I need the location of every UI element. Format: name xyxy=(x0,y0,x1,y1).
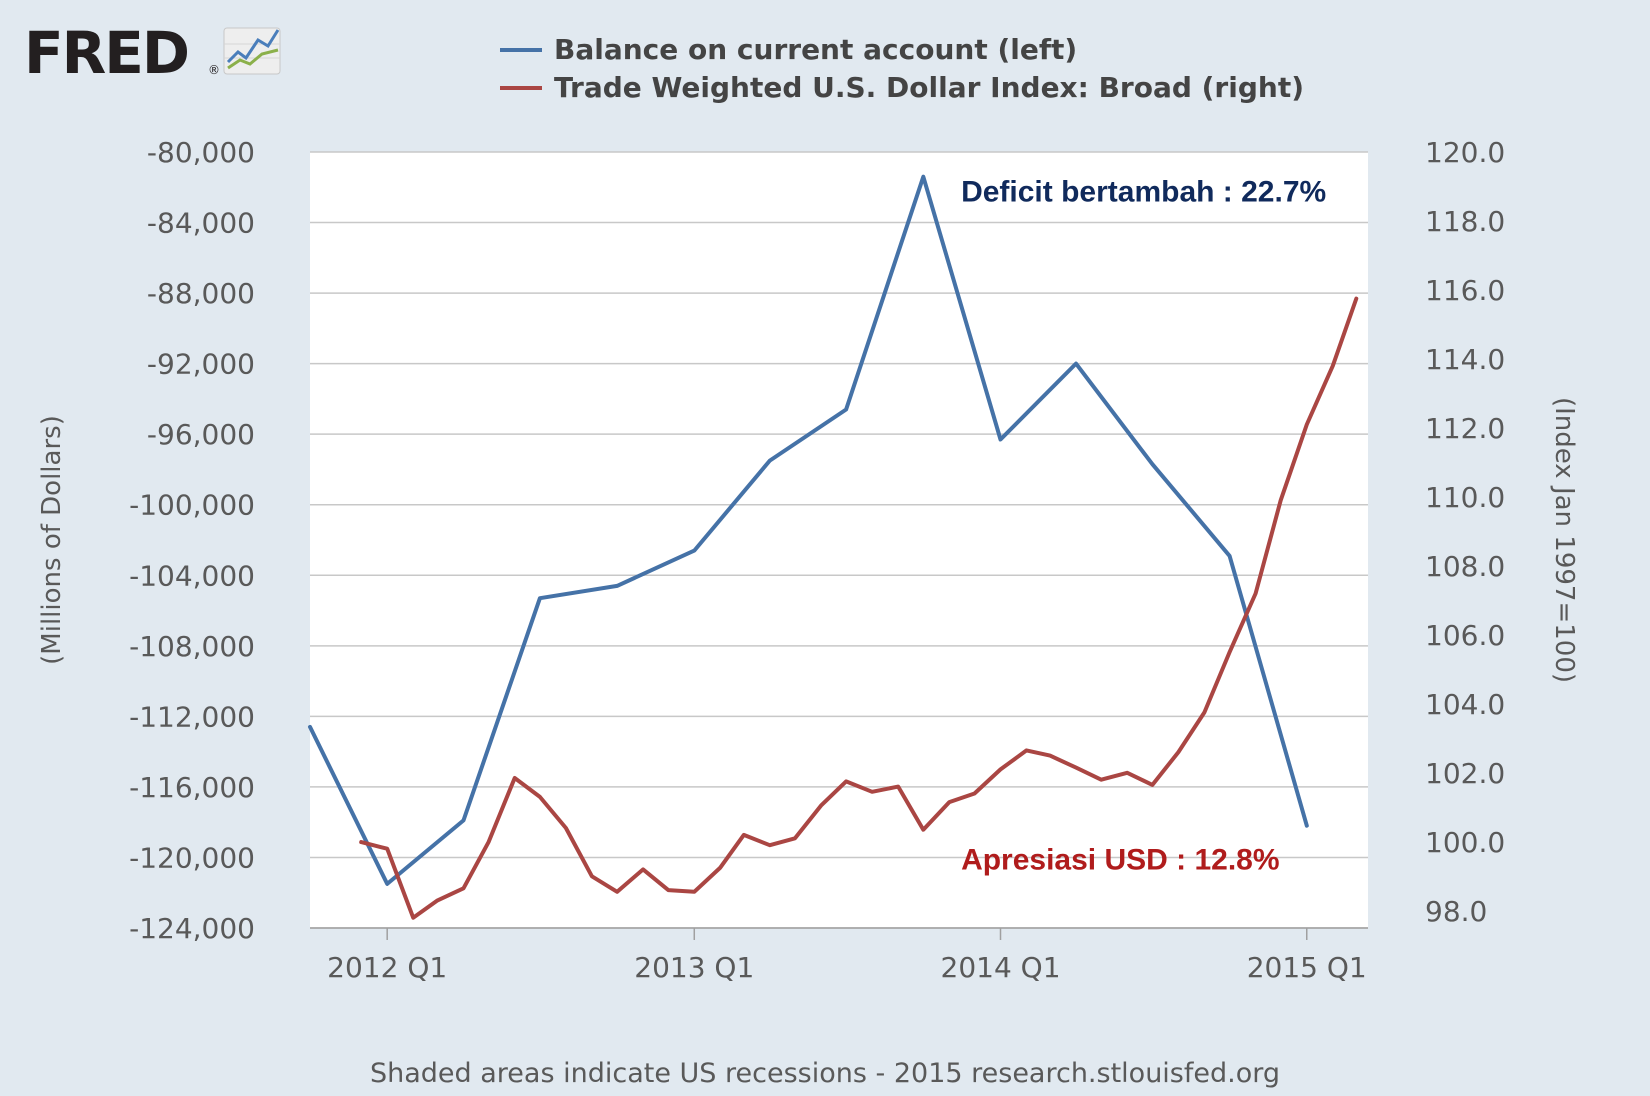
series-lines xyxy=(308,174,1359,920)
y-right-tick-label: 112.0 xyxy=(1425,412,1505,445)
y-right-tick-label: 98.0 xyxy=(1425,895,1487,928)
y-axis-left: -80,000 -84,000 -88,000 -92,000 -96,000 -100,… xyxy=(129,136,255,945)
legend-item-left-series[interactable]: Balance on current account (left) xyxy=(500,33,1077,66)
fred-logo[interactable]: FRED ® xyxy=(24,19,281,87)
annotation-appreciation: Apresiasi USD : 12.8% xyxy=(961,843,1279,876)
series-line-dollar-index[interactable] xyxy=(359,296,1359,920)
y-right-tick-label: 100.0 xyxy=(1425,826,1505,859)
plot-area xyxy=(310,152,1368,928)
y-left-tick-label: -124,000 xyxy=(129,912,255,945)
y-left-tick-label: -88,000 xyxy=(147,277,255,310)
y-left-tick-label: -80,000 xyxy=(147,136,255,169)
y-right-tick-label: 104.0 xyxy=(1425,688,1505,721)
legend: Balance on current account (left) Trade … xyxy=(500,33,1304,104)
y-axis-right-title: (Index Jan 1997=100) xyxy=(1549,397,1579,683)
x-tick-label: 2012 Q1 xyxy=(327,951,447,984)
legend-item-right-series[interactable]: Trade Weighted U.S. Dollar Index: Broad … xyxy=(500,71,1304,104)
y-left-tick-label: -96,000 xyxy=(147,418,255,451)
y-left-tick-label: -100,000 xyxy=(129,489,255,522)
annotation-deficit: Deficit bertambah : 22.7% xyxy=(961,175,1326,208)
series-line-current-account[interactable] xyxy=(308,174,1309,886)
fred-chart-icon xyxy=(223,27,281,75)
y-left-tick-label: -108,000 xyxy=(129,630,255,663)
x-tick-label: 2015 Q1 xyxy=(1247,951,1367,984)
y-left-tick-label: -92,000 xyxy=(147,348,255,381)
y-left-tick-label: -116,000 xyxy=(129,771,255,804)
x-tick-label: 2014 Q1 xyxy=(941,951,1061,984)
legend-label-right: Trade Weighted U.S. Dollar Index: Broad … xyxy=(554,71,1304,104)
y-axis-left-title: (Millions of Dollars) xyxy=(37,415,67,665)
x-tick-label: 2013 Q1 xyxy=(634,951,754,984)
y-left-tick-label: -84,000 xyxy=(147,207,255,240)
y-right-tick-label: 102.0 xyxy=(1425,757,1505,790)
y-right-tick-label: 116.0 xyxy=(1425,274,1505,307)
y-right-tick-label: 118.0 xyxy=(1425,205,1505,238)
y-right-tick-label: 120.0 xyxy=(1425,136,1505,169)
y-left-tick-label: -104,000 xyxy=(129,559,255,592)
y-right-tick-label: 108.0 xyxy=(1425,550,1505,583)
footer-note: Shaded areas indicate US recessions - 20… xyxy=(370,1058,1280,1089)
y-left-tick-label: -112,000 xyxy=(129,700,255,733)
annotations: Deficit bertambah : 22.7% Apresiasi USD :… xyxy=(961,175,1326,876)
y-right-tick-label: 106.0 xyxy=(1425,619,1505,652)
y-axis-right: 120.0 118.0 116.0 114.0 112.0 110.0 108.0 106.0… xyxy=(1425,136,1505,928)
y-right-tick-label: 110.0 xyxy=(1425,481,1505,514)
fred-logo-registered: ® xyxy=(208,63,220,77)
x-axis: 2012 Q1 2013 Q1 2014 Q1 2015 Q1 xyxy=(310,927,1368,984)
legend-label-left: Balance on current account (left) xyxy=(554,33,1077,66)
fred-logo-text: FRED xyxy=(24,19,188,87)
y-left-tick-label: -120,000 xyxy=(129,841,255,874)
y-right-tick-label: 114.0 xyxy=(1425,343,1505,376)
